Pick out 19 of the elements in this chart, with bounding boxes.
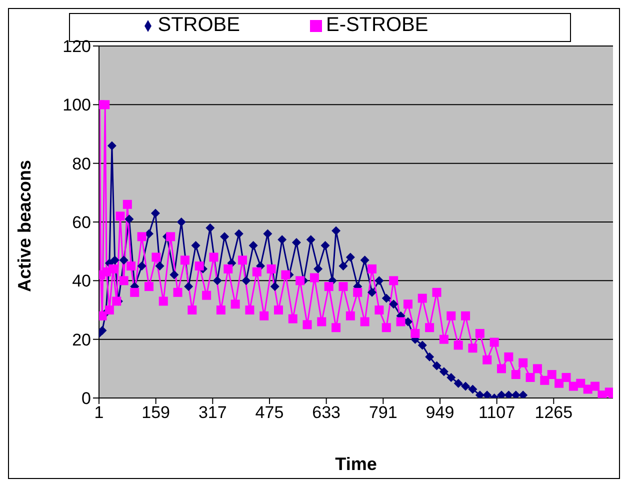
x-axis-title: Time: [335, 454, 377, 474]
x-tick-label: 1107: [478, 403, 516, 422]
x-tick-label: 949: [426, 403, 454, 422]
y-axis-title: Active beacons: [14, 160, 34, 292]
x-tick-label: 475: [255, 403, 284, 422]
y-tick-label: 0: [82, 389, 91, 408]
y-tick-label: 80: [72, 154, 91, 174]
x-tick-label: 1265: [534, 403, 573, 422]
x-tick-label: 1: [94, 403, 104, 422]
y-tick-label: 20: [72, 330, 91, 350]
x-tick-label: 159: [142, 403, 170, 422]
x-tick-label: 633: [312, 403, 341, 422]
y-tick-label: 60: [72, 213, 91, 232]
legend-label: E-STROBE: [326, 14, 428, 36]
x-tick-label: 791: [368, 403, 398, 422]
legend-label: STROBE: [158, 14, 240, 36]
x-tick-label: 317: [198, 403, 227, 422]
y-tick-label: 100: [62, 96, 91, 115]
y-tick-label: 40: [72, 272, 91, 291]
